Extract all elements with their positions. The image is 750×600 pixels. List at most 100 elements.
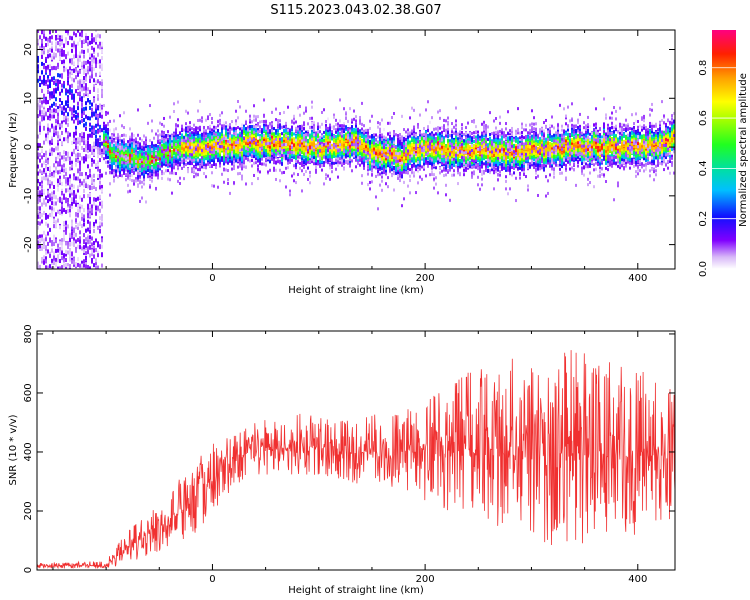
spectrogram-cell xyxy=(179,182,181,186)
spectrogram-cell xyxy=(89,67,91,72)
spectrogram-cell xyxy=(71,89,73,94)
spectrogram-cell xyxy=(195,147,197,151)
spectrogram-cell xyxy=(53,190,55,195)
spectrogram-cell xyxy=(75,202,77,207)
spectrogram-cell xyxy=(103,139,105,143)
spectrogram-cell xyxy=(79,179,81,184)
spectrogram-cell xyxy=(77,30,79,33)
spectrogram-cell xyxy=(83,123,85,128)
spectrogram-cell xyxy=(75,194,77,199)
spectrogram-cell xyxy=(89,244,91,249)
spectrogram-cell xyxy=(171,153,173,157)
spectrogram-cell xyxy=(67,244,69,249)
spectrogram-cell xyxy=(179,154,181,158)
spectrogram-cell xyxy=(41,114,43,119)
spectrogram-cell xyxy=(99,113,101,118)
spectrogram-cell xyxy=(135,137,137,141)
spectrogram-cell xyxy=(153,173,155,177)
spectrogram-cell xyxy=(69,240,71,245)
spectrogram-cell xyxy=(219,118,221,122)
spectrogram-cell xyxy=(83,60,85,65)
spectrogram-cell xyxy=(71,225,73,230)
spectrogram-cell xyxy=(89,168,91,173)
spectrogram-cell xyxy=(61,248,63,253)
spectrogram-cell xyxy=(69,208,71,213)
spectrogram-cell xyxy=(219,156,221,160)
spectrogram-cell xyxy=(139,179,141,183)
spectrogram-cell xyxy=(51,123,53,128)
spectrogram-cell xyxy=(95,138,97,143)
spectrogram-cell xyxy=(61,106,63,111)
spectrogram-cell xyxy=(179,147,181,151)
spectrogram-cell xyxy=(51,103,53,108)
spectrogram-cell xyxy=(177,124,179,128)
spectrogram-cell xyxy=(123,138,125,142)
spectrogram-cell xyxy=(211,121,213,125)
spectrogram-cell xyxy=(101,153,103,158)
spectrogram-cell xyxy=(37,114,39,119)
spectrogram-cell xyxy=(181,143,183,147)
spectrogram-cell xyxy=(99,107,101,112)
spectrogram-cell xyxy=(247,125,249,129)
spectrogram-cell xyxy=(55,128,57,133)
spectrogram-cell xyxy=(183,150,185,154)
spectrogram-cell xyxy=(165,138,167,142)
spectrogram-cell xyxy=(99,59,101,64)
spectrogram-cell xyxy=(77,58,79,63)
spectrogram-cell xyxy=(197,152,199,156)
spectrogram-cell xyxy=(149,164,151,168)
spectrogram-cell xyxy=(199,133,201,137)
spectrogram-cell xyxy=(67,69,69,74)
spectrogram-cell xyxy=(253,155,255,159)
spectrogram-cell xyxy=(79,54,81,59)
spectrogram-cell xyxy=(99,45,101,50)
spectrogram-cell xyxy=(109,146,111,150)
spectrogram-cell xyxy=(189,142,191,146)
spectrogram-cell xyxy=(79,152,81,157)
spectrogram-cell xyxy=(195,158,197,162)
spectrogram-cell xyxy=(65,262,67,267)
spectrogram-cell xyxy=(197,168,199,172)
spectrogram-cell xyxy=(59,241,61,246)
spectrogram-cell xyxy=(149,156,151,160)
spectrogram-cell xyxy=(195,152,197,156)
spectrogram-cell xyxy=(227,134,229,138)
spectrogram-cell xyxy=(199,143,201,147)
spectrogram-cell xyxy=(227,154,229,158)
spectrogram-cell xyxy=(161,176,163,180)
spectrogram-cell xyxy=(77,85,79,90)
spectrogram-cell xyxy=(219,113,221,117)
spectrogram-cell xyxy=(127,170,129,174)
spectrogram-cell xyxy=(105,150,107,154)
spectrogram-cell xyxy=(59,169,61,174)
spectrogram-cell xyxy=(43,230,45,235)
spectrogram-cell xyxy=(219,140,221,144)
spectrogram-cell xyxy=(253,137,255,141)
spectrogram-cell xyxy=(139,154,141,158)
spectrogram-cell xyxy=(39,244,41,249)
spectrogram-cell xyxy=(231,120,233,124)
spectrogram-cell xyxy=(55,97,57,102)
spectrogram-cell xyxy=(153,146,155,150)
spectrogram-cell xyxy=(87,87,89,92)
spectrogram-cell xyxy=(109,166,111,170)
spectrogram-cell xyxy=(139,137,141,141)
spectrogram-cell xyxy=(79,160,81,165)
spectrogram-cell xyxy=(49,96,51,101)
spectrogram-cell xyxy=(91,258,93,263)
spectrogram-cell xyxy=(103,148,105,152)
spectrogram-cell xyxy=(97,241,99,246)
spectrogram-cell xyxy=(65,209,67,214)
spectrogram-cell xyxy=(103,141,105,145)
spectrogram-cell xyxy=(121,150,123,154)
spectrogram-cell xyxy=(195,137,197,141)
spectrogram-cell xyxy=(49,251,51,256)
spectrogram-cell xyxy=(65,177,67,182)
spectrogram-cell xyxy=(211,156,213,160)
spectrogram-cell xyxy=(55,257,57,262)
spectrogram-cell xyxy=(83,54,85,59)
spectrogram-cell xyxy=(191,139,193,143)
spectrogram-cell xyxy=(59,80,61,85)
spectrogram-cell xyxy=(59,48,61,53)
spectrogram-cell xyxy=(151,129,153,133)
